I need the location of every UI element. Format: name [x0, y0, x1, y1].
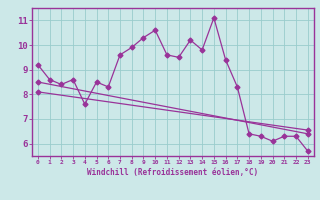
X-axis label: Windchill (Refroidissement éolien,°C): Windchill (Refroidissement éolien,°C) [87, 168, 258, 177]
